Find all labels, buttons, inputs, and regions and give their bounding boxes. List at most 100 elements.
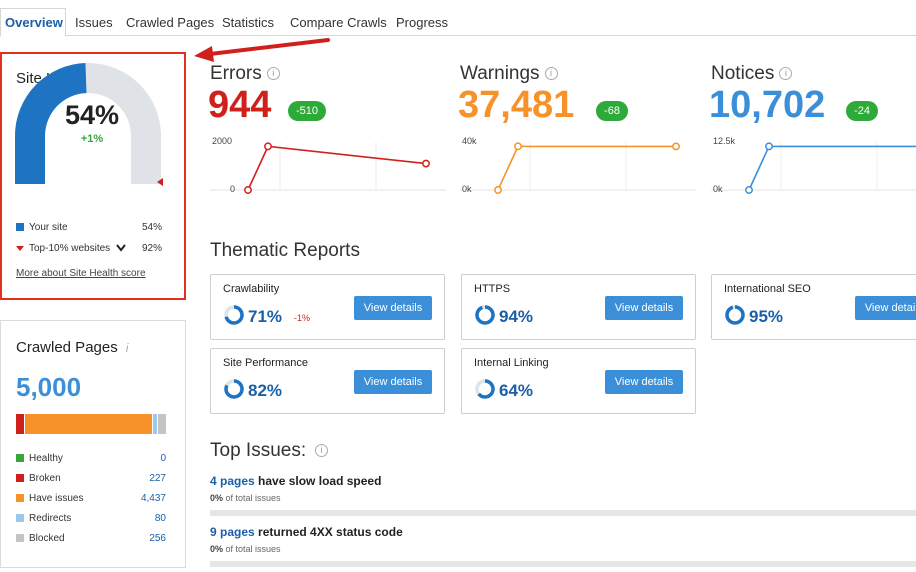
issue-text: have slow load speed — [254, 474, 382, 488]
bar-broken — [16, 414, 24, 434]
series-line — [247, 145, 427, 191]
series-line — [497, 145, 677, 191]
data-point — [494, 186, 502, 194]
site-health-gauge — [14, 63, 163, 186]
legend-top10[interactable]: Top-10% websites 92% — [16, 242, 162, 256]
bar-blocked — [158, 414, 166, 434]
row-redirects[interactable]: Redirects 80 — [16, 512, 166, 526]
tab-compare-crawls[interactable]: Compare Crawls — [290, 15, 387, 30]
row-value: 0 — [160, 453, 166, 464]
blocked-swatch — [16, 534, 24, 543]
row-blocked[interactable]: Blocked 256 — [16, 532, 166, 546]
site-health-delta: +1% — [80, 133, 104, 145]
notices-sparkline: 12.5k 0k — [711, 136, 916, 194]
y-tick-top: 12.5k — [713, 136, 736, 146]
issue-item: 4 pages have slow load speed — [210, 474, 381, 488]
info-icon[interactable]: i — [779, 67, 793, 81]
ring-fill — [475, 305, 495, 325]
tab-progress[interactable]: Progress — [396, 15, 449, 30]
annotation-arrow — [194, 38, 330, 62]
card-crawlability: Crawlability 71% -1% View details — [210, 274, 445, 340]
card-percent: 95% — [749, 307, 784, 326]
bar-have-issues — [25, 414, 152, 434]
red-triangle-icon — [16, 245, 24, 251]
healthy-swatch — [16, 454, 24, 463]
y-tick-top: 40k — [462, 136, 477, 146]
data-point — [244, 186, 252, 194]
legend-your-site: Your site 54% — [16, 221, 162, 235]
broken-swatch — [16, 474, 24, 483]
view-details-button[interactable]: View details — [605, 296, 683, 320]
legend-value: 54% — [141, 222, 162, 233]
issue-text: returned 4XX status code — [254, 525, 403, 539]
warnings-value[interactable]: 37,481 — [458, 84, 575, 126]
site-health-link[interactable]: More about Site Health score — [16, 268, 146, 279]
issue-share-text: of total issues — [223, 493, 281, 503]
tab-statistics[interactable]: Statistics — [222, 15, 275, 30]
tab-crawled-pages[interactable]: Crawled Pages — [126, 15, 215, 30]
issue-progress-bar — [210, 561, 916, 567]
card-percent: 71% — [248, 307, 283, 326]
data-point — [514, 142, 522, 151]
tab-overview[interactable]: Overview — [0, 8, 66, 37]
ring-fill — [224, 305, 244, 325]
y-tick-bottom: 0k — [713, 184, 723, 194]
issue-link[interactable]: 4 pages — [210, 474, 255, 488]
row-value: 80 — [154, 513, 166, 524]
top-issues-title: Top Issues: i — [210, 440, 329, 462]
card-title: Site Performance — [223, 357, 308, 369]
errors-value[interactable]: 944 — [208, 84, 272, 126]
card-title: International SEO — [724, 283, 811, 295]
issue-progress-bar — [210, 510, 916, 516]
tab-bar: Overview Issues Crawled Pages Statistics… — [0, 0, 916, 37]
notices-title-text: Notices — [711, 63, 775, 84]
view-details-button[interactable]: View details — [855, 296, 916, 320]
info-icon[interactable]: i — [266, 67, 280, 81]
issue-link[interactable]: 9 pages — [210, 525, 255, 539]
crawled-pages-count: 5,000 — [16, 372, 82, 402]
errors-title-text: Errors — [210, 63, 262, 84]
view-details-button[interactable]: View details — [354, 296, 432, 320]
data-point — [765, 142, 773, 151]
progress-ring — [725, 305, 745, 325]
redirects-swatch — [16, 514, 24, 523]
card-percent: 64% — [499, 381, 534, 400]
warnings-delta-badge: -68 — [596, 101, 628, 121]
have-issues-swatch — [16, 494, 24, 503]
bar-redirects — [153, 414, 157, 434]
card-international-seo: International SEO 95% View details — [711, 274, 916, 340]
info-icon[interactable]: i — [315, 444, 329, 458]
card-delta: -1% — [294, 313, 311, 323]
row-healthy[interactable]: Healthy 0 — [16, 452, 166, 466]
errors-sparkline: 2000 0 — [210, 136, 446, 194]
progress-ring — [224, 379, 244, 399]
ring-fill — [725, 305, 745, 325]
card-title: HTTPS — [474, 283, 511, 295]
view-details-button[interactable]: View details — [354, 370, 432, 394]
ring-fill — [224, 379, 244, 399]
card-site-performance: Site Performance 82% View details — [210, 348, 445, 414]
top10-marker — [157, 178, 163, 186]
legend-label: Top-10% websites — [29, 243, 111, 254]
notices-value[interactable]: 10,702 — [709, 84, 826, 126]
card-title: Crawlability — [223, 283, 280, 295]
row-value: 256 — [149, 533, 166, 544]
chevron-down-icon[interactable] — [116, 244, 126, 252]
tab-issues[interactable]: Issues — [75, 15, 113, 30]
card-https: HTTPS 94% View details — [461, 274, 696, 340]
issue-percent: 0% — [210, 544, 224, 554]
info-icon[interactable]: i — [125, 341, 129, 355]
row-broken[interactable]: Broken 227 — [16, 472, 166, 486]
top-issues-title-text: Top Issues: — [210, 440, 307, 461]
progress-ring — [475, 305, 495, 325]
view-details-button[interactable]: View details — [605, 370, 683, 394]
warnings-title: Warnings i — [460, 63, 558, 85]
row-label: Broken — [29, 473, 61, 484]
row-value: 227 — [149, 473, 166, 484]
site-health-percent: 54% — [64, 100, 120, 130]
info-icon[interactable]: i — [544, 67, 558, 81]
row-have-issues[interactable]: Have issues 4,437 — [16, 492, 166, 506]
notices-title: Notices i — [711, 63, 793, 85]
warnings-title-text: Warnings — [460, 63, 540, 84]
y-tick-bottom: 0 — [230, 184, 235, 194]
